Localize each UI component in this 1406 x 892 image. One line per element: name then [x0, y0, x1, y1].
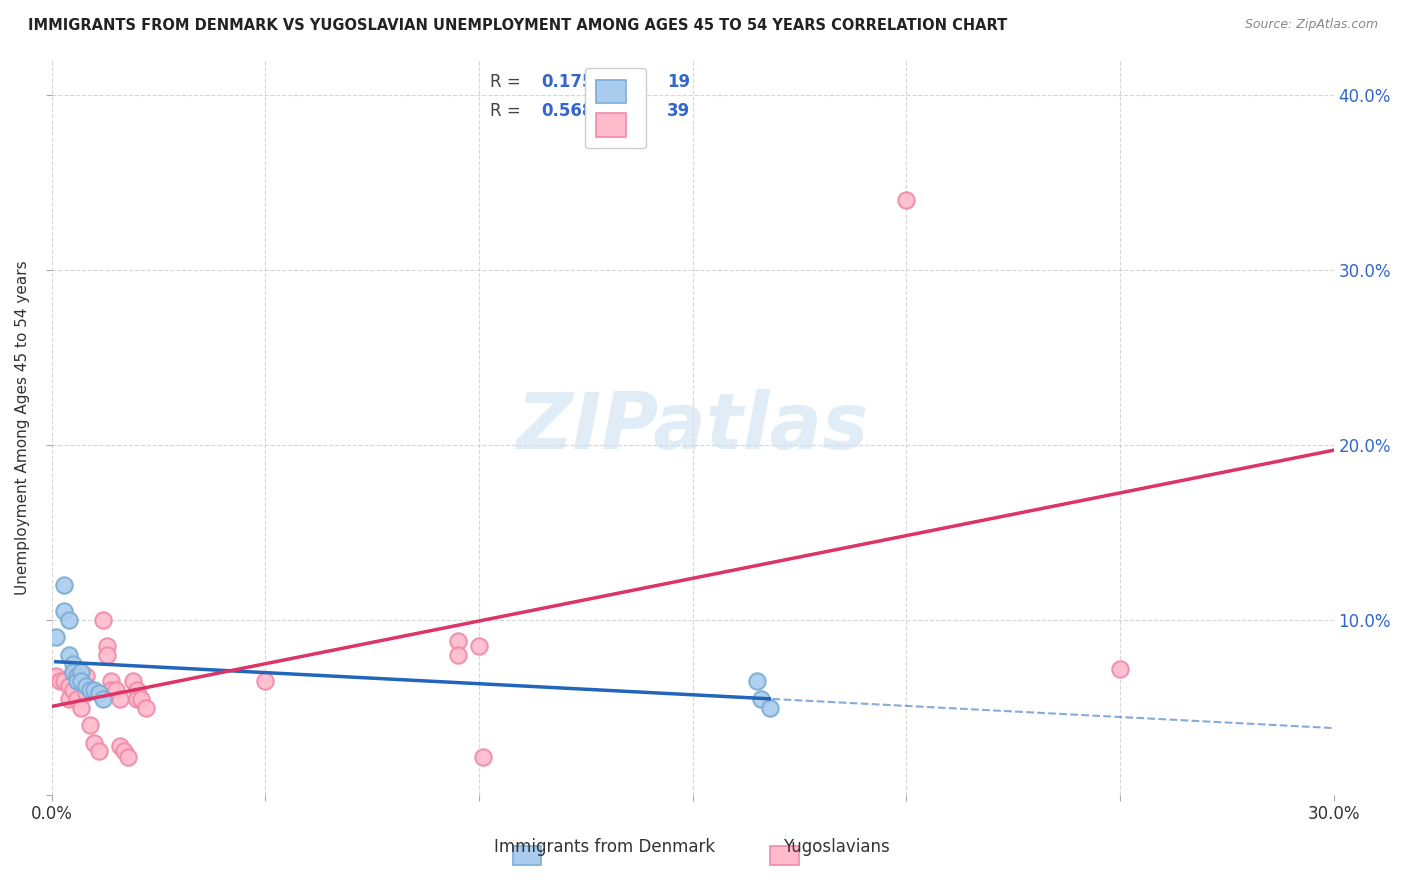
Text: Immigrants from Denmark: Immigrants from Denmark	[494, 838, 716, 856]
Text: 19: 19	[666, 72, 690, 91]
Point	[58, 691, 80, 706]
Point	[104, 683, 127, 698]
Point	[53, 578, 76, 592]
Point	[446, 648, 468, 662]
Point	[79, 718, 101, 732]
Point	[62, 665, 84, 680]
Point	[62, 665, 84, 680]
Point	[45, 631, 67, 645]
Point	[53, 674, 76, 689]
Point	[896, 193, 918, 207]
Y-axis label: Unemployment Among Ages 45 to 54 years: Unemployment Among Ages 45 to 54 years	[15, 260, 30, 595]
Text: R =: R =	[491, 102, 526, 120]
Point	[79, 683, 101, 698]
Point	[70, 674, 93, 689]
Point	[129, 691, 152, 706]
Point	[70, 674, 93, 689]
Point	[472, 749, 495, 764]
Point	[100, 683, 122, 698]
Point	[96, 648, 118, 662]
Point	[100, 674, 122, 689]
Point	[49, 674, 72, 689]
Point	[66, 669, 89, 683]
Point	[1109, 662, 1132, 676]
Point	[75, 680, 97, 694]
Point	[58, 680, 80, 694]
Point	[75, 669, 97, 683]
Text: Yugoslavians: Yugoslavians	[783, 838, 890, 856]
Point	[254, 674, 277, 689]
Text: N =: N =	[606, 72, 652, 91]
Point	[66, 674, 89, 689]
Point	[83, 735, 105, 749]
Text: 0.175: 0.175	[541, 72, 593, 91]
Point	[117, 749, 139, 764]
Point	[125, 683, 148, 698]
Point	[468, 639, 491, 653]
Point	[96, 639, 118, 653]
Point	[121, 674, 143, 689]
Point	[112, 744, 135, 758]
Point	[70, 665, 93, 680]
Text: Source: ZipAtlas.com: Source: ZipAtlas.com	[1244, 18, 1378, 31]
Point	[446, 634, 468, 648]
Point	[58, 613, 80, 627]
Legend: , : ,	[585, 68, 647, 148]
Text: 39: 39	[666, 102, 690, 120]
Point	[91, 691, 114, 706]
Point	[108, 739, 131, 753]
Point	[87, 686, 110, 700]
Point	[135, 700, 157, 714]
Point	[83, 683, 105, 698]
Point	[758, 700, 780, 714]
Point	[91, 613, 114, 627]
Point	[749, 691, 772, 706]
Point	[62, 683, 84, 698]
Point	[53, 604, 76, 618]
Point	[75, 686, 97, 700]
Text: N =: N =	[606, 102, 652, 120]
Text: 0.568: 0.568	[541, 102, 593, 120]
Point	[66, 691, 89, 706]
Point	[125, 691, 148, 706]
Point	[70, 700, 93, 714]
Point	[66, 669, 89, 683]
Point	[62, 657, 84, 671]
Point	[108, 691, 131, 706]
Point	[79, 683, 101, 698]
Point	[87, 744, 110, 758]
Point	[745, 674, 768, 689]
Text: IMMIGRANTS FROM DENMARK VS YUGOSLAVIAN UNEMPLOYMENT AMONG AGES 45 TO 54 YEARS CO: IMMIGRANTS FROM DENMARK VS YUGOSLAVIAN U…	[28, 18, 1007, 33]
Point	[45, 669, 67, 683]
Text: R =: R =	[491, 72, 526, 91]
Point	[58, 648, 80, 662]
Text: ZIPatlas: ZIPatlas	[516, 389, 869, 466]
